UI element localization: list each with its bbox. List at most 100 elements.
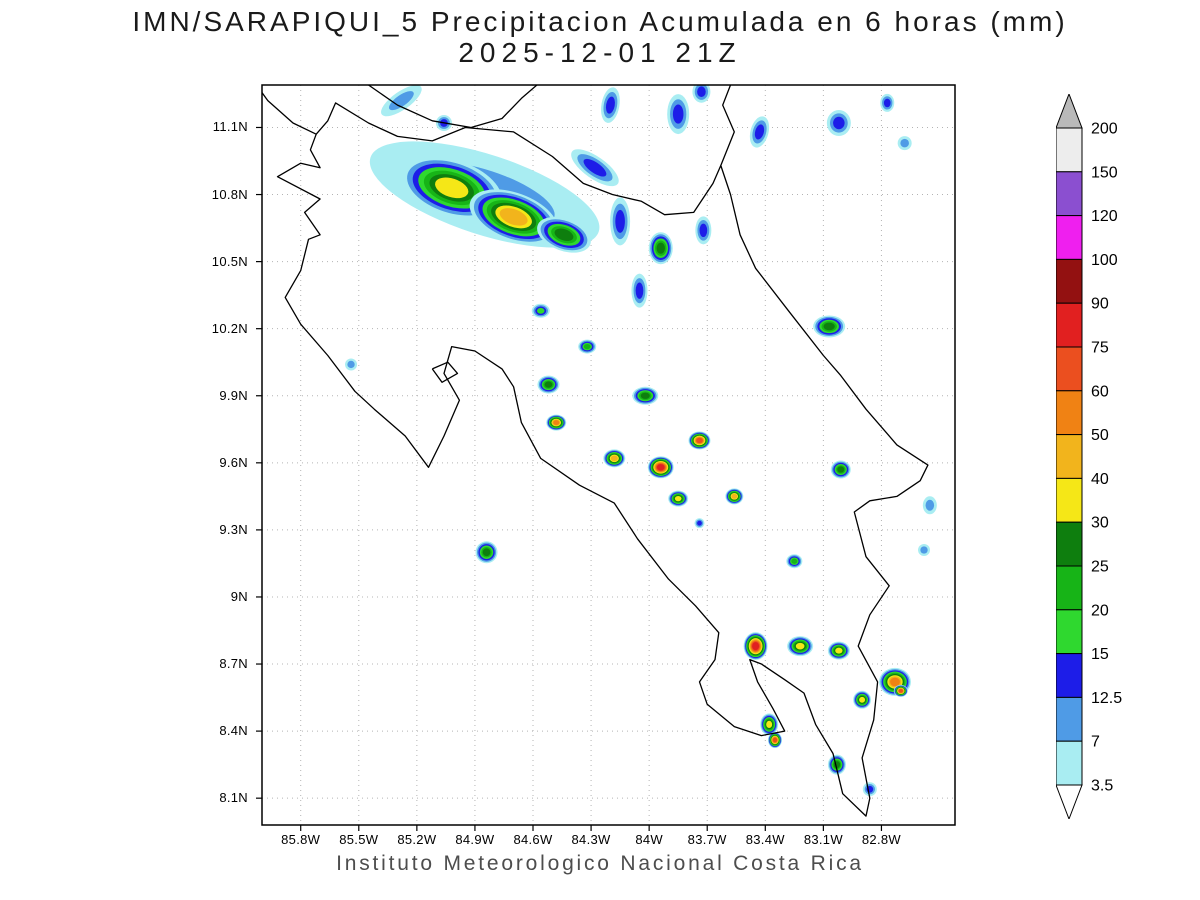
chart-subtitle: 2025-12-01 21Z: [458, 37, 742, 68]
precip-contour: [898, 689, 903, 693]
precip-contour: [833, 116, 845, 130]
colorbar-band: [1055, 609, 1083, 655]
precip-contour: [499, 208, 528, 226]
coastline-segment: [276, 102, 929, 817]
colorbar-canvas: 200 150 120 100 90 75 60 50 40 30 25 20 15 12.5 7 3.5: [1055, 92, 1122, 821]
x-tick-label: 84.6W: [513, 832, 553, 847]
y-tick-label: 10.5N: [211, 253, 248, 269]
precip-contour: [635, 282, 644, 299]
y-tick-label: 10.8N: [211, 186, 248, 202]
colorbar-label: 100: [1091, 252, 1118, 269]
x-tick-label: 84W: [635, 832, 663, 847]
precip-contour: [731, 493, 738, 499]
precip-contour: [900, 138, 909, 148]
x-tick-label: 85.5W: [339, 832, 379, 847]
precip-contour: [696, 437, 703, 444]
precip-contour: [835, 647, 843, 654]
colorbar-label: 20: [1091, 602, 1109, 619]
y-tick-label: 10.2N: [211, 320, 248, 336]
precip-contour: [697, 520, 702, 526]
colorbar-band: [1055, 434, 1083, 479]
gridlines: [262, 85, 955, 825]
colorbar-arrow-top: [1055, 92, 1083, 129]
colorbar-band: [1055, 477, 1083, 523]
precipitation-shading: [345, 85, 937, 797]
y-tick-label: 9N: [230, 588, 248, 604]
colorbar-label: 60: [1091, 383, 1109, 400]
colorbar-legend: 200 150 120 100 90 75 60 50 40 30 25 20 15 12.5 7 3.5: [1055, 92, 1166, 821]
coastline: [262, 85, 929, 817]
precip-contour: [925, 499, 935, 511]
precip-contour: [554, 228, 574, 242]
y-tick-label: 11.1N: [212, 119, 248, 135]
precip-contour: [553, 420, 560, 426]
coastline-segment: [368, 85, 538, 129]
colorbar-label: 7: [1091, 734, 1100, 751]
colorbar-label: 40: [1091, 471, 1109, 488]
x-axis-labels: 85.8W 85.5W 85.2W 84.9W 84.6W 84.3W 84W 83.7W 83…: [262, 825, 955, 851]
y-tick-label: 8.4N: [219, 723, 248, 739]
precip-contour: [837, 466, 845, 473]
precip-contour: [544, 381, 553, 388]
colorbar-label: 3.5: [1091, 778, 1113, 795]
precip-contour: [752, 642, 760, 651]
map-canvas: [256, 84, 956, 831]
colorbar-band: [1055, 390, 1083, 436]
colorbar-band: [1055, 302, 1083, 348]
precip-contour: [883, 98, 891, 108]
precip-contour: [772, 737, 778, 743]
precip-contour: [699, 223, 708, 238]
precip-contour: [674, 495, 682, 502]
precip-contour: [583, 343, 591, 350]
x-tick-label: 85.2W: [397, 832, 437, 847]
precip-contour: [615, 209, 625, 233]
colorbar-band: [1055, 258, 1083, 304]
precip-contour: [754, 124, 765, 140]
colorbar-band: [1055, 215, 1083, 260]
colorbar-band: [1055, 653, 1083, 698]
precip-contour: [672, 104, 684, 124]
x-tick-label: 84.3W: [571, 832, 611, 847]
x-tick-label: 83.4W: [745, 832, 785, 847]
precip-contour: [656, 242, 665, 254]
y-tick-label: 8.7N: [219, 656, 248, 672]
colorbar-band: [1055, 521, 1083, 567]
colorbar-label: 25: [1091, 559, 1109, 576]
x-tick-label: 83.1W: [803, 832, 843, 847]
colorbar-label: 15: [1091, 646, 1109, 663]
colorbar-label: 75: [1091, 340, 1109, 357]
colorbar-label: 120: [1091, 208, 1118, 225]
y-tick-label: 9.6N: [219, 454, 248, 470]
precip-contour: [890, 677, 900, 687]
precip-contour: [605, 96, 615, 114]
precip-contour: [640, 392, 650, 399]
precip-contour: [795, 642, 805, 650]
x-tick-label: 83.7W: [687, 832, 727, 847]
colorbar-label: 30: [1091, 515, 1109, 532]
y-axis-labels: 11.1N 10.8N 10.5N 10.2N 9.9N 9.6N 9.3N 9N 8.7N 8.…: [192, 85, 254, 825]
x-tick-label: 85.8W: [281, 832, 321, 847]
precip-contour: [920, 546, 928, 554]
colorbar-label: 50: [1091, 427, 1109, 444]
y-tick-label: 9.3N: [219, 521, 248, 537]
precip-contour: [537, 307, 545, 314]
precip-contour: [697, 86, 706, 97]
coastline-segment: [720, 85, 735, 166]
colorbar-band: [1055, 740, 1083, 786]
y-tick-label: 9.9N: [219, 387, 248, 403]
colorbar-band: [1055, 696, 1083, 742]
precip-contour: [766, 720, 773, 729]
colorbar-label: 90: [1091, 296, 1109, 313]
map-plot-area: 11.1N 10.8N 10.5N 10.2N 9.9N 9.6N 9.3N 9N 8.7N 8.…: [212, 84, 956, 847]
precip-contour: [823, 322, 835, 331]
colorbar-label: 12.5: [1091, 690, 1122, 707]
y-tick-label: 8.1N: [219, 790, 248, 806]
x-tick-label: 82.8W: [861, 832, 901, 847]
footer-text: Instituto Meteorologico Nacional Costa R…: [336, 852, 864, 875]
precip-contour: [388, 91, 414, 111]
precip-contour: [583, 158, 607, 177]
precip-contour: [859, 696, 866, 703]
map-frame: [261, 84, 956, 826]
precip-contour: [482, 548, 491, 557]
